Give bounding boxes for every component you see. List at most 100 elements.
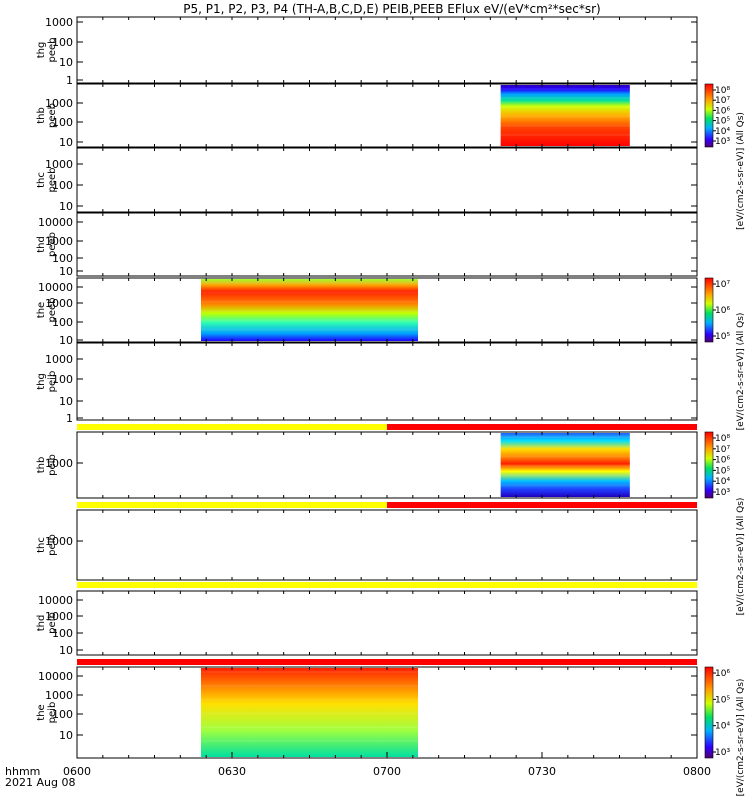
panel-ylabel-line: peeb [47,38,58,63]
colorbar-tick-label: 10⁵ [715,117,730,127]
y-tick-label: 10 [59,644,73,657]
y-tick-label: 1000 [45,610,73,623]
colorbar-tick-label: 10⁷ [715,96,730,106]
colorbar-tick-label: 10⁵ [715,332,730,342]
spectrogram-streak [500,445,630,448]
spectrogram-streak [500,474,630,477]
spectrogram-streak [201,698,418,701]
panel-ylabel-line: thb [36,107,47,124]
colorbar: 10⁷ 10⁶ 10⁵ [704,277,730,343]
panel-ylabel: thbpeeb [36,103,58,128]
colorbar-ramp [704,277,714,343]
panel-ylabel: thbpeib [36,454,58,476]
colorbar-tick-label: 10⁸ [715,86,730,96]
panel-ylabel-line: peib [47,371,58,393]
flag-segment [77,659,697,665]
spectrogram-streak [500,106,630,109]
y-tick-label: 1 [66,74,73,87]
panel-frame [76,16,698,84]
spectrogram-streak [500,88,630,90]
colorbar-tick-label: 10⁴ [715,722,730,732]
colorbar-tick-label: 10³ [715,748,730,758]
flag-segment [387,424,697,430]
flag-bar [77,424,697,430]
panel-ylabel: thdpeeb [36,232,58,257]
spectrogram-streak [201,310,418,312]
panel-ylabel: thcpeib [36,534,58,556]
spectrogram-streak [201,726,418,729]
panel-ylabel: thdpeib [36,612,58,634]
panel-ylabel-line: thd [36,615,47,632]
colorbar: 10⁶ 10⁵ 10⁴ 10³ [704,666,730,759]
colorbar-unit-label: [eV/(cm2-s-sr-eV)] (All Qs) [736,679,746,797]
flag-segment [77,424,387,430]
spectrogram-streak [500,133,630,136]
y-tick-label: 100 [52,627,73,640]
y-tick-label: 100 [52,116,73,129]
flag-segment [77,502,387,508]
panel-ylabel-line: peib [47,534,58,556]
y-tick-label: 100 [52,316,73,329]
y-tick-label: 1000 [45,235,73,248]
flag-segment [387,502,697,508]
panel-ylabel: thgpeib [36,371,58,393]
panel-ylabel: thepeib [36,702,58,724]
y-tick-label: 100 [52,708,73,721]
y-tick-label: 100 [52,36,73,49]
y-tick-label: 100 [52,252,73,265]
colorbar-unit-label: [eV/(cm2-s-sr-eV)] (All Qs) [736,498,746,616]
spectrogram-streak [201,291,418,294]
x-tick-label: 0730 [528,765,556,778]
panel-ylabel-line: thg [36,373,47,390]
panel-ylabel-line: thd [36,236,47,253]
flag-bar [77,582,697,588]
spectrogram-streak [500,465,630,467]
panel-ylabel-line: peib [47,454,58,476]
panel-frame [76,342,698,421]
y-tick-label: 10 [59,395,73,408]
y-tick-label: 10 [59,56,73,69]
spectrogram-streak [201,684,418,687]
spectrogram-fill [500,433,630,497]
panel-frame [76,147,698,213]
spectrogram-streak [201,740,418,743]
colorbar-tick-label: 10⁷ [715,445,730,455]
y-tick-label: 10 [59,729,73,742]
spectrogram-streak [500,115,630,118]
colorbar-tick-label: 10⁶ [715,306,730,316]
panel-ylabel-line: peeb [47,103,58,128]
y-tick-label: 10 [59,136,73,149]
colorbar-tick-label: 10⁶ [715,456,730,466]
y-tick-label: 10 [59,200,73,213]
spectrogram-streak [201,712,418,715]
date-label: 2021 Aug 08 [5,776,75,789]
x-tick-label: 0600 [63,765,91,778]
y-tick-label: 1000 [45,535,73,548]
panel-ylabel-line: peeb [47,168,58,193]
y-tick-label: 1000 [45,158,73,171]
y-tick-label: 10000 [38,594,73,607]
colorbar-ramp [704,431,714,499]
panel-group: 1000100101thgpeeb100010010thbpeeb10⁸10⁷1… [36,16,746,796]
x-tick-label: 0700 [373,765,401,778]
spectrogram-streak [500,484,630,487]
figure-title: P5, P1, P2, P3, P4 (TH-A,B,C,D,E) PEIB,P… [183,2,600,16]
spectrogram-streak [500,97,630,100]
colorbar-tick-label: 10⁴ [715,127,730,137]
colorbar-tick-label: 10⁶ [715,106,730,116]
panel-ylabel-line: the [36,704,47,720]
colorbar-unit-label: [eV/(cm2-s-sr-eV)] (All Qs) [736,313,746,431]
flag-segment [77,582,697,588]
spectrogram-streak [500,455,630,458]
y-tick-label: 1000 [45,16,73,29]
colorbar-tick-label: 10⁶ [715,669,730,679]
x-tick-label: 0630 [218,765,246,778]
panel-ylabel-line: peib [47,612,58,634]
y-tick-label: 10000 [38,216,73,229]
